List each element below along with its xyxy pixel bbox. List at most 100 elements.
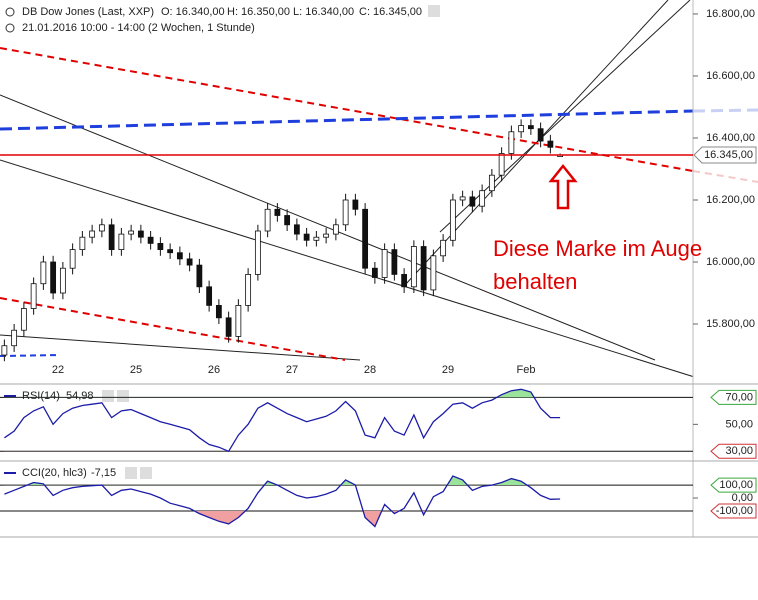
y-tick-label: 16.000,00 — [706, 256, 755, 268]
candle-body — [206, 286, 213, 306]
candle-body — [479, 190, 486, 207]
header-high: H: 16.350,00 — [227, 6, 290, 18]
candle-body — [518, 125, 525, 133]
candle-body — [69, 249, 76, 269]
panel-button[interactable] — [125, 467, 137, 479]
indicator-line — [4, 475, 561, 528]
candle-body — [371, 267, 378, 278]
candle-body — [459, 196, 466, 201]
candle-body — [469, 196, 476, 207]
last-price-label: 16.345,00 — [704, 149, 753, 161]
candle-body — [1, 345, 8, 356]
y-tick-label: 15.800,00 — [706, 318, 755, 330]
candle-body — [293, 224, 300, 235]
panel-button[interactable] — [102, 390, 114, 402]
candle-body — [401, 274, 408, 288]
candle-body — [30, 283, 37, 309]
trend-lines — [0, 0, 693, 378]
last-price-box — [693, 146, 757, 164]
header-open: O: 16.340,00 — [161, 6, 225, 18]
annotation-arrow — [548, 163, 578, 210]
panel-button[interactable] — [140, 467, 152, 479]
y-tick-label: 0,00 — [732, 492, 753, 504]
candle-body — [449, 199, 456, 241]
trend-line-faded — [692, 108, 758, 113]
x-tick-label: 29 — [442, 364, 454, 376]
trend-line-faded — [692, 170, 758, 183]
y-tick-label: 30,00 — [725, 445, 753, 457]
header-button[interactable] — [428, 5, 440, 17]
oversold-area — [4, 510, 561, 527]
candle-body — [59, 267, 66, 294]
candle-body — [342, 199, 349, 226]
candle-body — [118, 233, 125, 251]
header-range: 21.01.2016 10:00 - 14:00 (2 Wochen, 1 St… — [22, 22, 255, 34]
candle-body — [381, 249, 388, 278]
header-low: L: 16.340,00 — [293, 6, 354, 18]
candle-body — [11, 329, 18, 347]
candle-body — [284, 215, 291, 226]
panel-button[interactable] — [117, 390, 129, 402]
candle-body — [430, 255, 437, 291]
candle-body — [137, 230, 144, 238]
header-title: DB Dow Jones (Last, XXP) — [22, 6, 154, 18]
candle-body — [410, 246, 417, 288]
candle-body — [420, 246, 427, 291]
legend-value: -7,15 — [91, 467, 116, 479]
candle-body — [440, 239, 447, 257]
legend-label: RSI(14) — [22, 390, 60, 402]
candle-body — [40, 261, 47, 285]
candle-body — [547, 140, 554, 148]
candle-body — [498, 153, 505, 176]
candle-body — [128, 230, 135, 235]
candle-body — [254, 230, 261, 275]
candle-body — [264, 208, 271, 232]
clock-icon — [5, 23, 15, 33]
candle-body — [79, 236, 86, 251]
candle-body — [274, 208, 281, 216]
candle-body — [352, 199, 359, 210]
candle-body — [196, 264, 203, 288]
candle-body — [89, 230, 96, 238]
candle-body — [215, 305, 222, 319]
overbought-area — [27, 476, 527, 486]
candle-body — [176, 252, 183, 260]
candle-body — [332, 224, 339, 235]
candle-body — [537, 128, 544, 142]
y-tick-label: 100,00 — [719, 479, 753, 491]
header-icon — [5, 7, 15, 17]
x-tick-label: Feb — [517, 364, 536, 376]
header-close: C: 16.345,00 — [359, 6, 422, 18]
candle-body — [235, 305, 242, 337]
candle-body — [527, 125, 534, 130]
candle-body — [186, 258, 193, 266]
tick-box — [710, 477, 757, 493]
candle-body — [157, 243, 164, 251]
y-tick-label: -100,00 — [716, 505, 753, 517]
y-tick-label: 16.200,00 — [706, 194, 755, 206]
x-tick-label: 26 — [208, 364, 220, 376]
candle-body — [313, 236, 320, 241]
candle-body — [508, 131, 515, 154]
candles — [1, 119, 564, 362]
tick-box — [710, 389, 757, 405]
legend-value: 54,98 — [66, 390, 94, 402]
y-tick-label: 16.600,00 — [706, 70, 755, 82]
candle-body — [108, 224, 115, 251]
x-tick-label: 25 — [130, 364, 142, 376]
candle-body — [488, 174, 495, 192]
candle-body — [147, 236, 154, 244]
y-tick-label: 16.400,00 — [706, 132, 755, 144]
candle-body — [303, 233, 310, 241]
candle-body — [225, 317, 232, 337]
candle-body — [245, 274, 252, 306]
y-tick-label: 70,00 — [725, 391, 753, 403]
annotation: Diese Marke im Auge behalten — [493, 236, 703, 294]
overbought-area — [4, 389, 561, 398]
candle-body — [167, 249, 174, 254]
candle-body — [50, 261, 57, 294]
tick-box — [710, 443, 757, 459]
x-tick-label: 22 — [52, 364, 64, 376]
